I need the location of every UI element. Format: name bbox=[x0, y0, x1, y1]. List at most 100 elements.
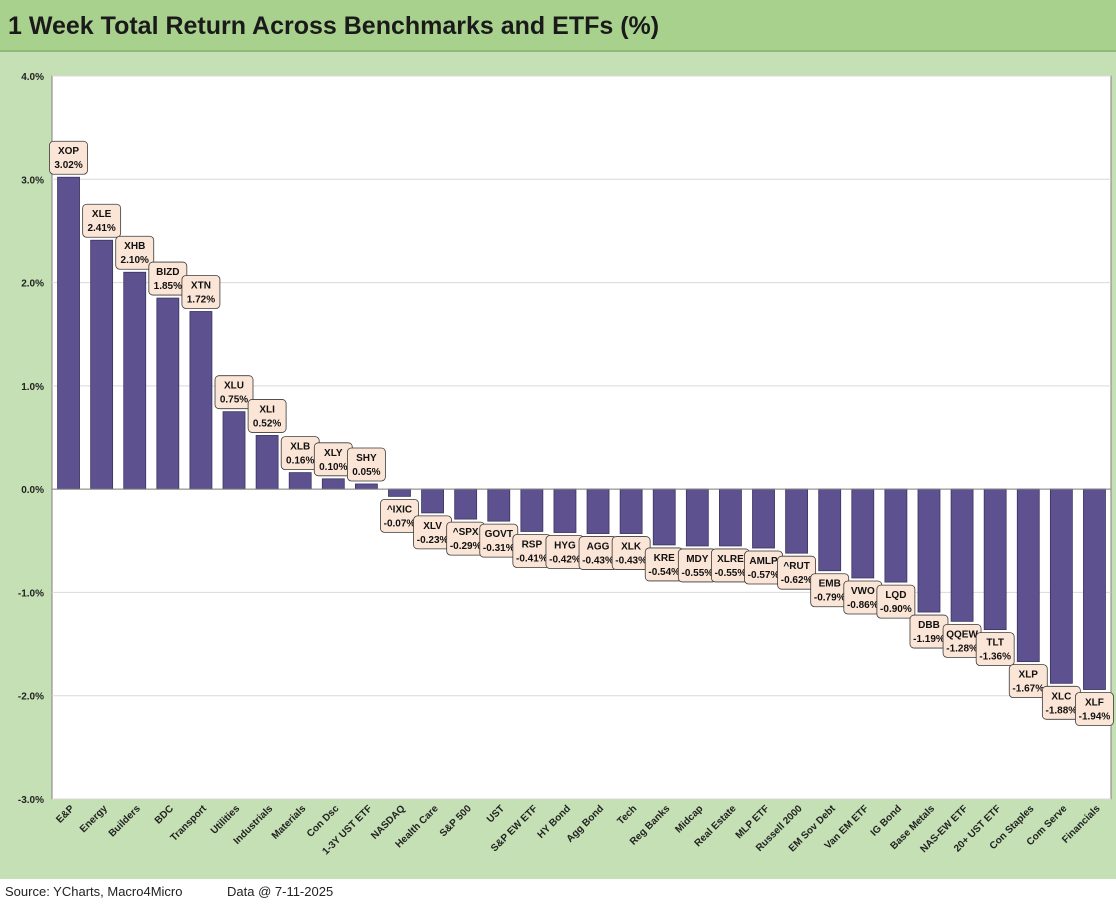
data-label: XLC -1.88% bbox=[1041, 685, 1081, 720]
data-label: XLV -0.23% bbox=[413, 515, 452, 550]
data-label-box bbox=[181, 275, 221, 309]
bar bbox=[388, 488, 411, 497]
bar bbox=[586, 488, 610, 534]
bar bbox=[1016, 488, 1040, 663]
data-label: ^RUT -0.62% bbox=[777, 555, 817, 590]
bar bbox=[1083, 488, 1106, 690]
data-label-value: 0.52% bbox=[253, 418, 281, 429]
data-label-ticker: XLE bbox=[92, 209, 112, 220]
data-label: ^SPX -0.29% bbox=[446, 521, 486, 556]
data-label-box bbox=[115, 235, 155, 270]
bar bbox=[1049, 488, 1073, 684]
data-label-value: 0.16% bbox=[286, 456, 314, 467]
bar bbox=[421, 488, 444, 514]
bar bbox=[57, 176, 80, 490]
data-label-ticker: RSP bbox=[522, 539, 543, 550]
chart-panel: -3.0% -2.0% -1.0% 0.0% 1.0% 2.0% 3.0% 4.0% XOP 3.… bbox=[0, 52, 1116, 879]
data-label: XOP 3.02% bbox=[49, 140, 88, 175]
data-label: XLE 2.41% bbox=[82, 203, 122, 238]
source-note: Source: YCharts, Macro4Micro bbox=[5, 884, 183, 899]
data-label-ticker: ^SPX bbox=[453, 527, 479, 538]
data-label: TLT -1.36% bbox=[975, 632, 1015, 667]
data-label-value: -0.79% bbox=[814, 593, 846, 604]
data-label: GOVT -0.31% bbox=[479, 523, 519, 558]
bar bbox=[520, 488, 544, 532]
data-label-value: -0.86% bbox=[847, 600, 879, 611]
data-label-box bbox=[82, 203, 122, 238]
data-label-value: 1.85% bbox=[154, 281, 182, 292]
data-label-value: 0.10% bbox=[319, 462, 347, 473]
data-label: HYG -0.42% bbox=[545, 535, 585, 569]
bar bbox=[189, 311, 213, 490]
data-label-value: -1.19% bbox=[913, 634, 945, 645]
data-label-ticker: XTN bbox=[191, 280, 211, 291]
bar bbox=[652, 488, 676, 546]
data-label-ticker: BIZD bbox=[156, 267, 179, 278]
data-label-value: 1.72% bbox=[187, 294, 215, 305]
bar bbox=[454, 488, 478, 520]
data-label: MDY -0.55% bbox=[677, 548, 717, 583]
data-label-value: -0.55% bbox=[681, 568, 713, 579]
data-label-ticker: XLB bbox=[290, 442, 310, 453]
data-label-ticker: XLC bbox=[1051, 691, 1071, 702]
data-label: ^IXIC -0.07% bbox=[380, 498, 419, 533]
data-label-box bbox=[777, 555, 817, 590]
x-category-label: Materials bbox=[270, 803, 309, 842]
data-label-value: -0.29% bbox=[450, 541, 482, 552]
bar bbox=[983, 488, 1007, 631]
data-label: XTN 1.72% bbox=[181, 275, 221, 309]
x-category-label: BDC bbox=[153, 803, 176, 826]
x-category-label: Utilities bbox=[209, 803, 243, 837]
data-label-box bbox=[1008, 664, 1048, 699]
data-label-value: 2.41% bbox=[87, 223, 115, 234]
x-category-label: Tech bbox=[615, 803, 639, 827]
bar bbox=[619, 488, 643, 534]
data-label: DBB -1.19% bbox=[909, 614, 949, 649]
data-label-value: -1.67% bbox=[1012, 684, 1044, 695]
data-label-ticker: HYG bbox=[554, 541, 576, 552]
data-label: XLRE -0.55% bbox=[711, 548, 750, 583]
bar bbox=[123, 271, 147, 490]
data-label-ticker: TLT bbox=[986, 638, 1004, 649]
bar bbox=[719, 488, 742, 547]
data-label: XLU 0.75% bbox=[214, 375, 254, 410]
data-label-value: -1.28% bbox=[946, 643, 978, 654]
data-label-ticker: XLU bbox=[224, 381, 244, 392]
data-label-value: 0.75% bbox=[220, 395, 248, 406]
data-label: RSP -0.41% bbox=[512, 534, 552, 568]
x-category-label: Builders bbox=[107, 803, 143, 839]
data-label-value: -0.23% bbox=[417, 535, 449, 546]
y-tick-label: 0.0% bbox=[21, 485, 44, 496]
bar bbox=[156, 297, 180, 490]
data-label-box bbox=[49, 140, 88, 175]
data-label-ticker: XOP bbox=[58, 146, 79, 157]
y-tick-label: 2.0% bbox=[21, 279, 44, 290]
data-label-value: -1.94% bbox=[1079, 712, 1111, 723]
data-label-value: 2.10% bbox=[121, 255, 149, 266]
data-label: XHB 2.10% bbox=[115, 235, 155, 270]
x-category-label: Energy bbox=[78, 803, 110, 835]
data-label-ticker: ^RUT bbox=[783, 561, 809, 572]
data-label-value: -0.41% bbox=[516, 553, 548, 564]
data-label: XLF -1.94% bbox=[1075, 692, 1114, 726]
data-label-box bbox=[247, 399, 287, 433]
bar bbox=[354, 483, 378, 490]
bar-chart: -3.0% -2.0% -1.0% 0.0% 1.0% 2.0% 3.0% 4.0% XOP 3.… bbox=[18, 72, 1114, 857]
data-label: AMLP -0.57% bbox=[744, 550, 783, 585]
data-label: XLY 0.10% bbox=[313, 442, 353, 477]
bar bbox=[553, 488, 577, 533]
chart-title: 1 Week Total Return Across Benchmarks an… bbox=[8, 12, 660, 40]
bar bbox=[884, 488, 908, 583]
data-label: XLK -0.43% bbox=[611, 536, 651, 570]
data-label-ticker: SHY bbox=[356, 453, 377, 464]
x-category-label: S&P 500 bbox=[438, 803, 474, 839]
bar bbox=[222, 411, 246, 490]
title-bar: 1 Week Total Return Across Benchmarks an… bbox=[0, 0, 1116, 52]
bar bbox=[90, 239, 114, 490]
data-label: XLB 0.16% bbox=[280, 436, 320, 471]
data-label-ticker: XLY bbox=[324, 448, 343, 459]
x-category-label: Transport bbox=[169, 803, 210, 844]
y-tick-label: 4.0% bbox=[21, 72, 44, 83]
bar bbox=[288, 472, 312, 490]
x-category-label: Midcap bbox=[673, 803, 705, 835]
